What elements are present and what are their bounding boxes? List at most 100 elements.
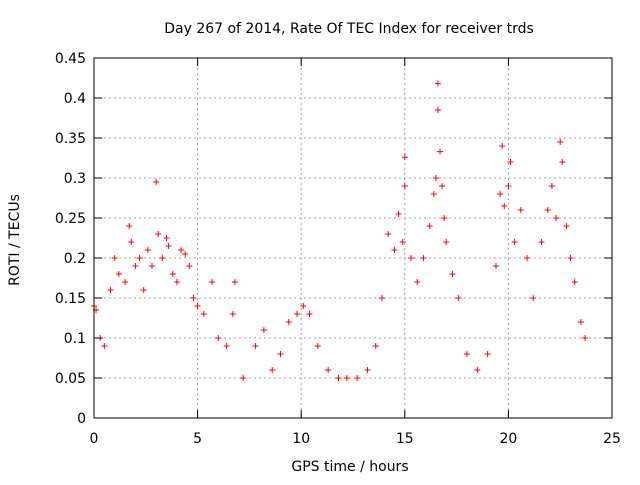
data-point	[544, 207, 551, 213]
data-point	[107, 287, 114, 293]
data-point	[399, 239, 406, 245]
x-axis-label: GPS time / hours	[291, 459, 408, 475]
y-tick-label: 0.2	[64, 251, 86, 267]
data-point	[567, 255, 574, 261]
data-point	[395, 211, 402, 217]
data-point	[186, 263, 193, 269]
y-tick-label: 0.3	[64, 171, 86, 187]
data-point	[294, 311, 301, 317]
data-point	[155, 231, 162, 237]
data-point	[165, 243, 172, 249]
data-point	[215, 335, 222, 341]
data-point	[507, 159, 514, 165]
data-points	[91, 80, 589, 381]
data-point	[240, 375, 247, 381]
data-point	[571, 279, 578, 285]
data-point	[194, 303, 201, 309]
data-point	[140, 287, 147, 293]
data-point	[474, 367, 481, 373]
data-point	[559, 159, 566, 165]
data-point	[126, 223, 133, 229]
data-point	[314, 343, 321, 349]
data-point	[277, 351, 284, 357]
data-point	[557, 139, 564, 145]
data-point	[492, 263, 499, 269]
y-tick-label: 0.35	[55, 131, 86, 147]
data-point	[530, 295, 537, 301]
data-point	[159, 255, 166, 261]
data-point	[372, 343, 379, 349]
data-point	[128, 239, 135, 245]
data-point	[432, 175, 439, 181]
data-point	[434, 107, 441, 113]
axis-ticks: 0 0.05 0.1 0.15 0.2 0.25 0.3 0.35 0.4 0.45 0 5 10 15 2…	[55, 51, 621, 447]
data-point	[553, 215, 560, 221]
data-point	[252, 343, 259, 349]
y-tick-label: 0.15	[55, 291, 86, 307]
data-point	[231, 279, 238, 285]
data-point	[132, 263, 139, 269]
x-tick-label: 15	[396, 431, 414, 447]
data-point	[111, 255, 118, 261]
data-point	[300, 303, 307, 309]
data-point	[449, 271, 456, 277]
data-point	[343, 375, 350, 381]
data-point	[501, 203, 508, 209]
data-point	[209, 279, 216, 285]
data-point	[354, 375, 361, 381]
x-tick-label: 25	[603, 431, 621, 447]
data-point	[229, 311, 236, 317]
y-tick-label: 0.45	[55, 51, 86, 67]
data-point	[517, 207, 524, 213]
data-point	[144, 247, 151, 253]
data-point	[379, 295, 386, 301]
data-point	[364, 367, 371, 373]
data-point	[497, 191, 504, 197]
data-point	[335, 375, 342, 381]
data-point	[443, 239, 450, 245]
data-point	[499, 143, 506, 149]
chart-title: Day 267 of 2014, Rate Of TEC Index for r…	[164, 21, 534, 37]
x-tick-label: 10	[292, 431, 310, 447]
data-point	[582, 335, 589, 341]
data-point	[153, 179, 160, 185]
x-tick-label: 0	[90, 431, 99, 447]
y-tick-label: 0.4	[64, 91, 86, 107]
data-point	[408, 255, 415, 261]
y-tick-label: 0.1	[64, 331, 86, 347]
data-point	[269, 367, 276, 373]
data-point	[136, 255, 143, 261]
data-point	[169, 271, 176, 277]
data-point	[430, 191, 437, 197]
data-point	[149, 263, 156, 269]
data-point	[101, 343, 108, 349]
x-tick-label: 20	[499, 431, 517, 447]
data-point	[426, 223, 433, 229]
data-point	[260, 327, 267, 333]
data-point	[455, 295, 462, 301]
data-point	[463, 351, 470, 357]
data-point	[511, 239, 518, 245]
data-point	[484, 351, 491, 357]
data-point	[414, 279, 421, 285]
y-tick-label: 0.25	[55, 211, 86, 227]
data-point	[163, 235, 170, 241]
data-point	[385, 231, 392, 237]
data-point	[182, 251, 189, 257]
data-point	[122, 279, 129, 285]
data-point	[563, 223, 570, 229]
data-point	[437, 148, 444, 155]
data-point	[223, 343, 230, 349]
y-tick-label: 0	[77, 411, 86, 427]
data-point	[434, 80, 441, 87]
data-point	[325, 367, 332, 373]
data-point	[178, 247, 185, 253]
data-point	[306, 311, 313, 317]
data-point	[285, 319, 292, 325]
data-point	[420, 255, 427, 261]
y-axis-label: ROTI / TECUs	[7, 194, 23, 286]
data-point	[548, 183, 555, 189]
data-point	[200, 311, 207, 317]
